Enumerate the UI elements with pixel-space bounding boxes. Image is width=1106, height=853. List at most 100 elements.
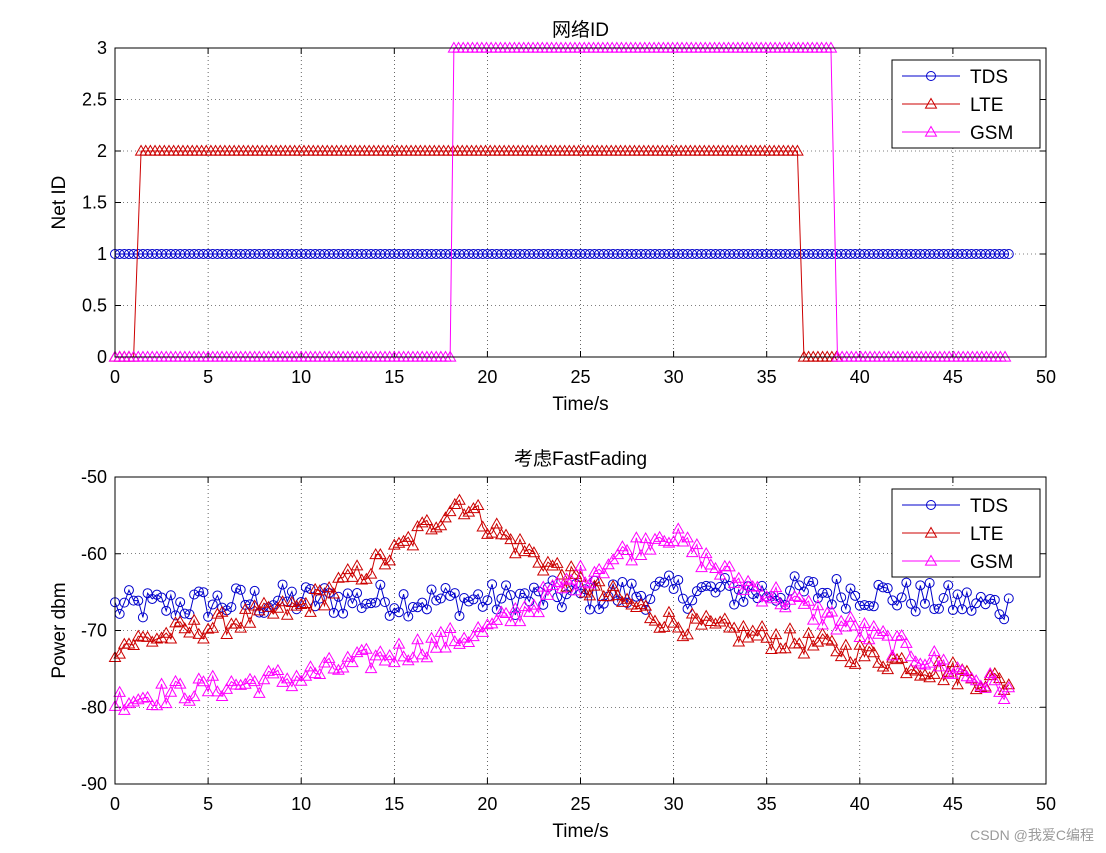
marker-point [918,658,932,670]
marker-point [1003,249,1014,259]
marker-point [201,622,215,634]
marker-point [206,669,220,681]
marker-point [429,641,443,653]
marker-point [729,599,740,610]
marker-point [713,568,727,580]
marker-point [999,249,1010,259]
marker-point [487,579,498,590]
marker-point [133,595,144,606]
marker-point [373,547,387,560]
marker-point [938,592,949,603]
marker-point [290,599,303,611]
marker-point [792,637,806,649]
marker-point [909,664,923,676]
marker-point [699,609,713,621]
marker-point [252,604,266,616]
marker-point [392,637,406,649]
marker-point [634,548,648,560]
watermark-text: CSDN @我爱C编程 [970,827,1094,843]
marker-point [924,526,938,538]
marker-point [215,689,229,701]
marker-point [513,615,527,627]
marker-point [392,536,406,548]
marker-point [490,517,504,529]
marker-point [336,661,350,673]
marker-point [839,620,853,632]
marker-point [457,508,471,520]
x-axis-label: Time/s [552,394,608,415]
marker-point [266,607,280,619]
marker-point [360,642,373,654]
marker-point [425,631,438,643]
marker-point [657,620,671,632]
marker-point [318,599,331,611]
marker-point [681,628,694,640]
marker-point [892,600,903,611]
marker-point [806,639,820,651]
x-tick-label: 30 [664,367,684,387]
marker-point [327,587,341,599]
marker-point [499,606,513,618]
marker-point [611,548,625,560]
marker-point [341,563,355,575]
chart-1: 0 5 10 15 20 25 30 35 40 45 50 0 0.5 1 1.5 2 2.5 3 网络ID Tim… [49,19,1056,415]
marker-point [131,693,145,705]
marker-point [420,513,434,526]
marker-point [808,576,819,587]
marker-point [867,646,881,658]
marker-point [957,604,968,615]
x-tick-label: 0 [110,794,120,814]
marker-point [514,588,525,599]
marker-point [173,677,187,689]
marker-point [617,577,628,588]
marker-point [226,602,237,613]
marker-point [882,583,893,594]
marker-point [145,635,159,647]
marker-point [878,582,889,593]
marker-point [555,582,569,594]
marker-point [485,526,499,538]
marker-point [187,613,201,625]
marker-point [769,627,783,640]
marker-point [741,631,755,643]
marker-point [159,626,173,638]
x-tick-label: 45 [943,367,963,387]
marker-point [803,576,814,587]
marker-point [952,589,963,600]
marker-point [783,593,797,605]
marker-point [876,660,890,672]
marker-point [872,656,885,668]
marker-point [280,672,294,684]
marker-point [822,587,833,598]
marker-point [820,606,834,618]
marker-point [913,669,927,681]
marker-point [769,580,783,593]
marker-point [262,600,275,612]
marker-point [611,589,625,601]
marker-point [170,610,181,621]
marker-point [709,561,722,574]
marker-point [285,679,299,692]
marker-point [482,595,493,606]
marker-point [398,589,409,600]
marker-point [816,618,829,630]
marker-point [626,578,637,589]
marker-point [797,647,811,659]
marker-point [407,602,418,613]
marker-point [926,500,936,510]
marker-point [156,592,167,603]
marker-point [532,605,545,618]
marker-point [681,531,694,543]
marker-point [384,610,395,621]
marker-point [695,618,708,630]
marker-point [522,542,536,554]
marker-point [440,583,451,594]
marker-point [890,653,904,665]
marker-point [192,672,206,684]
marker-point [161,605,172,616]
marker-point [806,613,820,625]
marker-point [783,622,797,634]
series-gsm [108,522,1016,715]
marker-point [924,125,938,137]
